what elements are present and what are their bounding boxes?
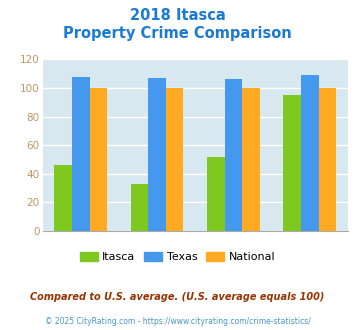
Text: © 2025 CityRating.com - https://www.cityrating.com/crime-statistics/: © 2025 CityRating.com - https://www.city… <box>45 317 310 326</box>
Bar <box>242 88 260 231</box>
Bar <box>72 77 89 231</box>
Text: Compared to U.S. average. (U.S. average equals 100): Compared to U.S. average. (U.S. average … <box>30 292 325 302</box>
Bar <box>89 88 107 231</box>
Bar <box>225 80 242 231</box>
Bar <box>207 157 225 231</box>
Bar <box>318 88 336 231</box>
Legend: Itasca, Texas, National: Itasca, Texas, National <box>76 248 279 267</box>
Bar <box>131 184 148 231</box>
Text: 2018 Itasca: 2018 Itasca <box>130 8 225 23</box>
Bar <box>148 78 166 231</box>
Bar <box>54 165 72 231</box>
Bar <box>301 75 318 231</box>
Text: Property Crime Comparison: Property Crime Comparison <box>63 26 292 41</box>
Bar <box>283 95 301 231</box>
Bar <box>166 88 184 231</box>
